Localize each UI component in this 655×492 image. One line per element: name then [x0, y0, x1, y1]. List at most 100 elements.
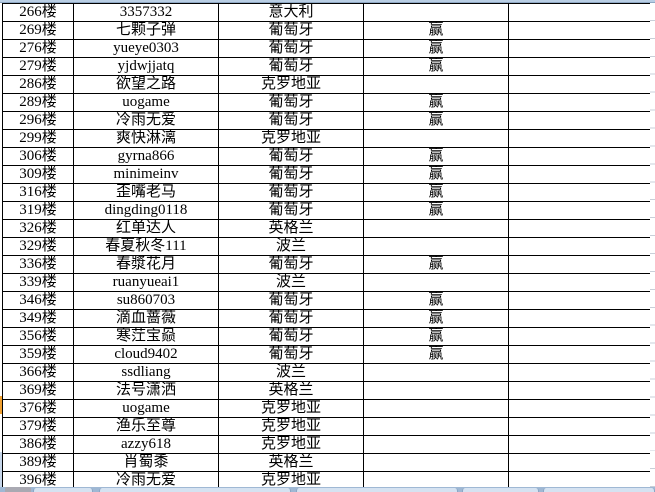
cell-username[interactable]: gyrna866: [73, 147, 219, 166]
cell-blank[interactable]: [508, 21, 651, 40]
cell-username[interactable]: ssdliang: [73, 363, 219, 382]
cell-username[interactable]: 七颗子弹: [73, 21, 219, 40]
cell-blank[interactable]: [508, 111, 651, 130]
cell-blank[interactable]: [508, 201, 651, 220]
cell-win-result[interactable]: 赢: [363, 345, 509, 364]
cell-blank[interactable]: [508, 363, 651, 382]
cell-floor-number[interactable]: 389楼: [2, 453, 74, 472]
cell-floor-number[interactable]: 366楼: [2, 363, 74, 382]
cell-floor-number[interactable]: 346楼: [2, 291, 74, 310]
cell-win-result[interactable]: [363, 417, 509, 436]
cell-team-pick[interactable]: 波兰: [218, 273, 364, 292]
scrollbar-segment[interactable]: [33, 488, 93, 492]
bottom-scrollbar[interactable]: [0, 487, 655, 492]
cell-floor-number[interactable]: 296楼: [2, 111, 74, 130]
cell-win-result[interactable]: [363, 399, 509, 418]
cell-win-result[interactable]: [363, 75, 509, 94]
cell-username[interactable]: 肖蜀黍: [73, 453, 219, 472]
cell-blank[interactable]: [508, 255, 651, 274]
cell-team-pick[interactable]: 克罗地亚: [218, 75, 364, 94]
cell-team-pick[interactable]: 波兰: [218, 237, 364, 256]
cell-win-result[interactable]: [363, 435, 509, 454]
cell-username[interactable]: 春漿花月: [73, 255, 219, 274]
cell-username[interactable]: 歪嘴老马: [73, 183, 219, 202]
cell-username[interactable]: cloud9402: [73, 345, 219, 364]
cell-blank[interactable]: [508, 273, 651, 292]
scrollbar-segment[interactable]: [462, 488, 539, 492]
cell-blank[interactable]: [508, 165, 651, 184]
cell-floor-number[interactable]: 276楼: [2, 39, 74, 58]
cell-blank[interactable]: [508, 435, 651, 454]
cell-blank[interactable]: [508, 237, 651, 256]
scrollbar-segment[interactable]: [296, 488, 458, 492]
cell-floor-number[interactable]: 286楼: [2, 75, 74, 94]
cell-team-pick[interactable]: 葡萄牙: [218, 165, 364, 184]
cell-team-pick[interactable]: 葡萄牙: [218, 345, 364, 364]
cell-win-result[interactable]: 赢: [363, 309, 509, 328]
cell-blank[interactable]: [508, 129, 651, 148]
cell-blank[interactable]: [508, 453, 651, 472]
cell-win-result[interactable]: 赢: [363, 93, 509, 112]
cell-username[interactable]: 欲望之路: [73, 75, 219, 94]
cell-username[interactable]: 法号潇洒: [73, 381, 219, 400]
cell-username[interactable]: su860703: [73, 291, 219, 310]
cell-team-pick[interactable]: 波兰: [218, 363, 364, 382]
cell-floor-number[interactable]: 279楼: [2, 57, 74, 76]
cell-team-pick[interactable]: 英格兰: [218, 453, 364, 472]
cell-username[interactable]: 红单达人: [73, 219, 219, 238]
cell-win-result[interactable]: 赢: [363, 111, 509, 130]
cell-blank[interactable]: [508, 345, 651, 364]
cell-blank[interactable]: [508, 3, 651, 22]
cell-username[interactable]: ruanyueai1: [73, 273, 219, 292]
cell-floor-number[interactable]: 379楼: [2, 417, 74, 436]
cell-floor-number[interactable]: 386楼: [2, 435, 74, 454]
cell-floor-number[interactable]: 326楼: [2, 219, 74, 238]
cell-floor-number[interactable]: 266楼: [2, 3, 74, 22]
cell-team-pick[interactable]: 葡萄牙: [218, 201, 364, 220]
cell-floor-number[interactable]: 289楼: [2, 93, 74, 112]
cell-blank[interactable]: [508, 219, 651, 238]
cell-win-result[interactable]: [363, 381, 509, 400]
cell-blank[interactable]: [508, 291, 651, 310]
cell-username[interactable]: 冷雨无爱: [73, 471, 219, 490]
cell-floor-number[interactable]: 376楼: [2, 399, 74, 418]
cell-win-result[interactable]: [363, 273, 509, 292]
cell-team-pick[interactable]: 葡萄牙: [218, 57, 364, 76]
cell-username[interactable]: 寒茳宝赑: [73, 327, 219, 346]
cell-username[interactable]: yueye0303: [73, 39, 219, 58]
cell-win-result[interactable]: 赢: [363, 327, 509, 346]
cell-team-pick[interactable]: 英格兰: [218, 219, 364, 238]
cell-win-result[interactable]: 赢: [363, 201, 509, 220]
cell-team-pick[interactable]: 葡萄牙: [218, 93, 364, 112]
cell-team-pick[interactable]: 克罗地亚: [218, 129, 364, 148]
cell-username[interactable]: dingding0118: [73, 201, 219, 220]
cell-win-result[interactable]: 赢: [363, 147, 509, 166]
cell-floor-number[interactable]: 319楼: [2, 201, 74, 220]
cell-team-pick[interactable]: 葡萄牙: [218, 183, 364, 202]
scrollbar-corner-block[interactable]: [5, 487, 31, 492]
cell-floor-number[interactable]: 356楼: [2, 327, 74, 346]
cell-floor-number[interactable]: 369楼: [2, 381, 74, 400]
cell-floor-number[interactable]: 269楼: [2, 21, 74, 40]
cell-team-pick[interactable]: 克罗地亚: [218, 399, 364, 418]
cell-team-pick[interactable]: 葡萄牙: [218, 111, 364, 130]
cell-win-result[interactable]: 赢: [363, 21, 509, 40]
cell-blank[interactable]: [508, 381, 651, 400]
cell-win-result[interactable]: 赢: [363, 291, 509, 310]
cell-username[interactable]: 春夏秋冬111: [73, 237, 219, 256]
cell-username[interactable]: uogame: [73, 93, 219, 112]
cell-blank[interactable]: [508, 75, 651, 94]
cell-team-pick[interactable]: 葡萄牙: [218, 147, 364, 166]
cell-username[interactable]: 爽快淋漓: [73, 129, 219, 148]
cell-team-pick[interactable]: 葡萄牙: [218, 21, 364, 40]
cell-win-result[interactable]: [363, 219, 509, 238]
cell-username[interactable]: minimeinv: [73, 165, 219, 184]
scrollbar-segment[interactable]: [99, 488, 291, 492]
cell-win-result[interactable]: 赢: [363, 183, 509, 202]
cell-username[interactable]: yjdwjjatq: [73, 57, 219, 76]
cell-floor-number[interactable]: 349楼: [2, 309, 74, 328]
cell-username[interactable]: azzy618: [73, 435, 219, 454]
cell-blank[interactable]: [508, 417, 651, 436]
cell-floor-number[interactable]: 299楼: [2, 129, 74, 148]
cell-username[interactable]: 滴血蔷薇: [73, 309, 219, 328]
